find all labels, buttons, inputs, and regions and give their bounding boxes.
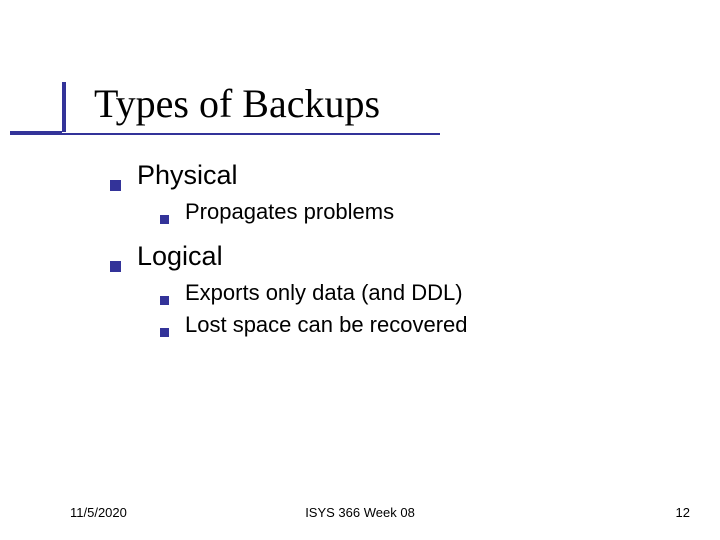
slide: Types of Backups Physical Propagates pro… [0, 0, 720, 540]
square-bullet-icon [110, 180, 121, 191]
square-bullet-icon [160, 328, 169, 337]
footer-course: ISYS 366 Week 08 [0, 505, 720, 520]
title-underline [10, 133, 440, 135]
list-item-label: Physical [137, 160, 238, 191]
slide-title: Types of Backups [94, 82, 380, 132]
square-bullet-icon [160, 215, 169, 224]
list-subitem: Exports only data (and DDL) [160, 280, 660, 306]
list-subitem-label: Propagates problems [185, 199, 394, 225]
list-item-physical: Physical [110, 160, 660, 191]
list-subitem: Lost space can be recovered [160, 312, 660, 338]
list-subitem-label: Lost space can be recovered [185, 312, 468, 338]
list-item-logical: Logical [110, 241, 660, 272]
list-item-label: Logical [137, 241, 223, 272]
footer-page-number: 12 [676, 505, 690, 520]
square-bullet-icon [110, 261, 121, 272]
spacer [110, 231, 660, 241]
footer: 11/5/2020 ISYS 366 Week 08 12 [0, 500, 720, 520]
list-subitem-label: Exports only data (and DDL) [185, 280, 463, 306]
title-block: Types of Backups [62, 82, 380, 132]
title-accent-bar [62, 82, 66, 132]
list-subitem: Propagates problems [160, 199, 660, 225]
square-bullet-icon [160, 296, 169, 305]
content-area: Physical Propagates problems Logical Exp… [110, 160, 660, 344]
